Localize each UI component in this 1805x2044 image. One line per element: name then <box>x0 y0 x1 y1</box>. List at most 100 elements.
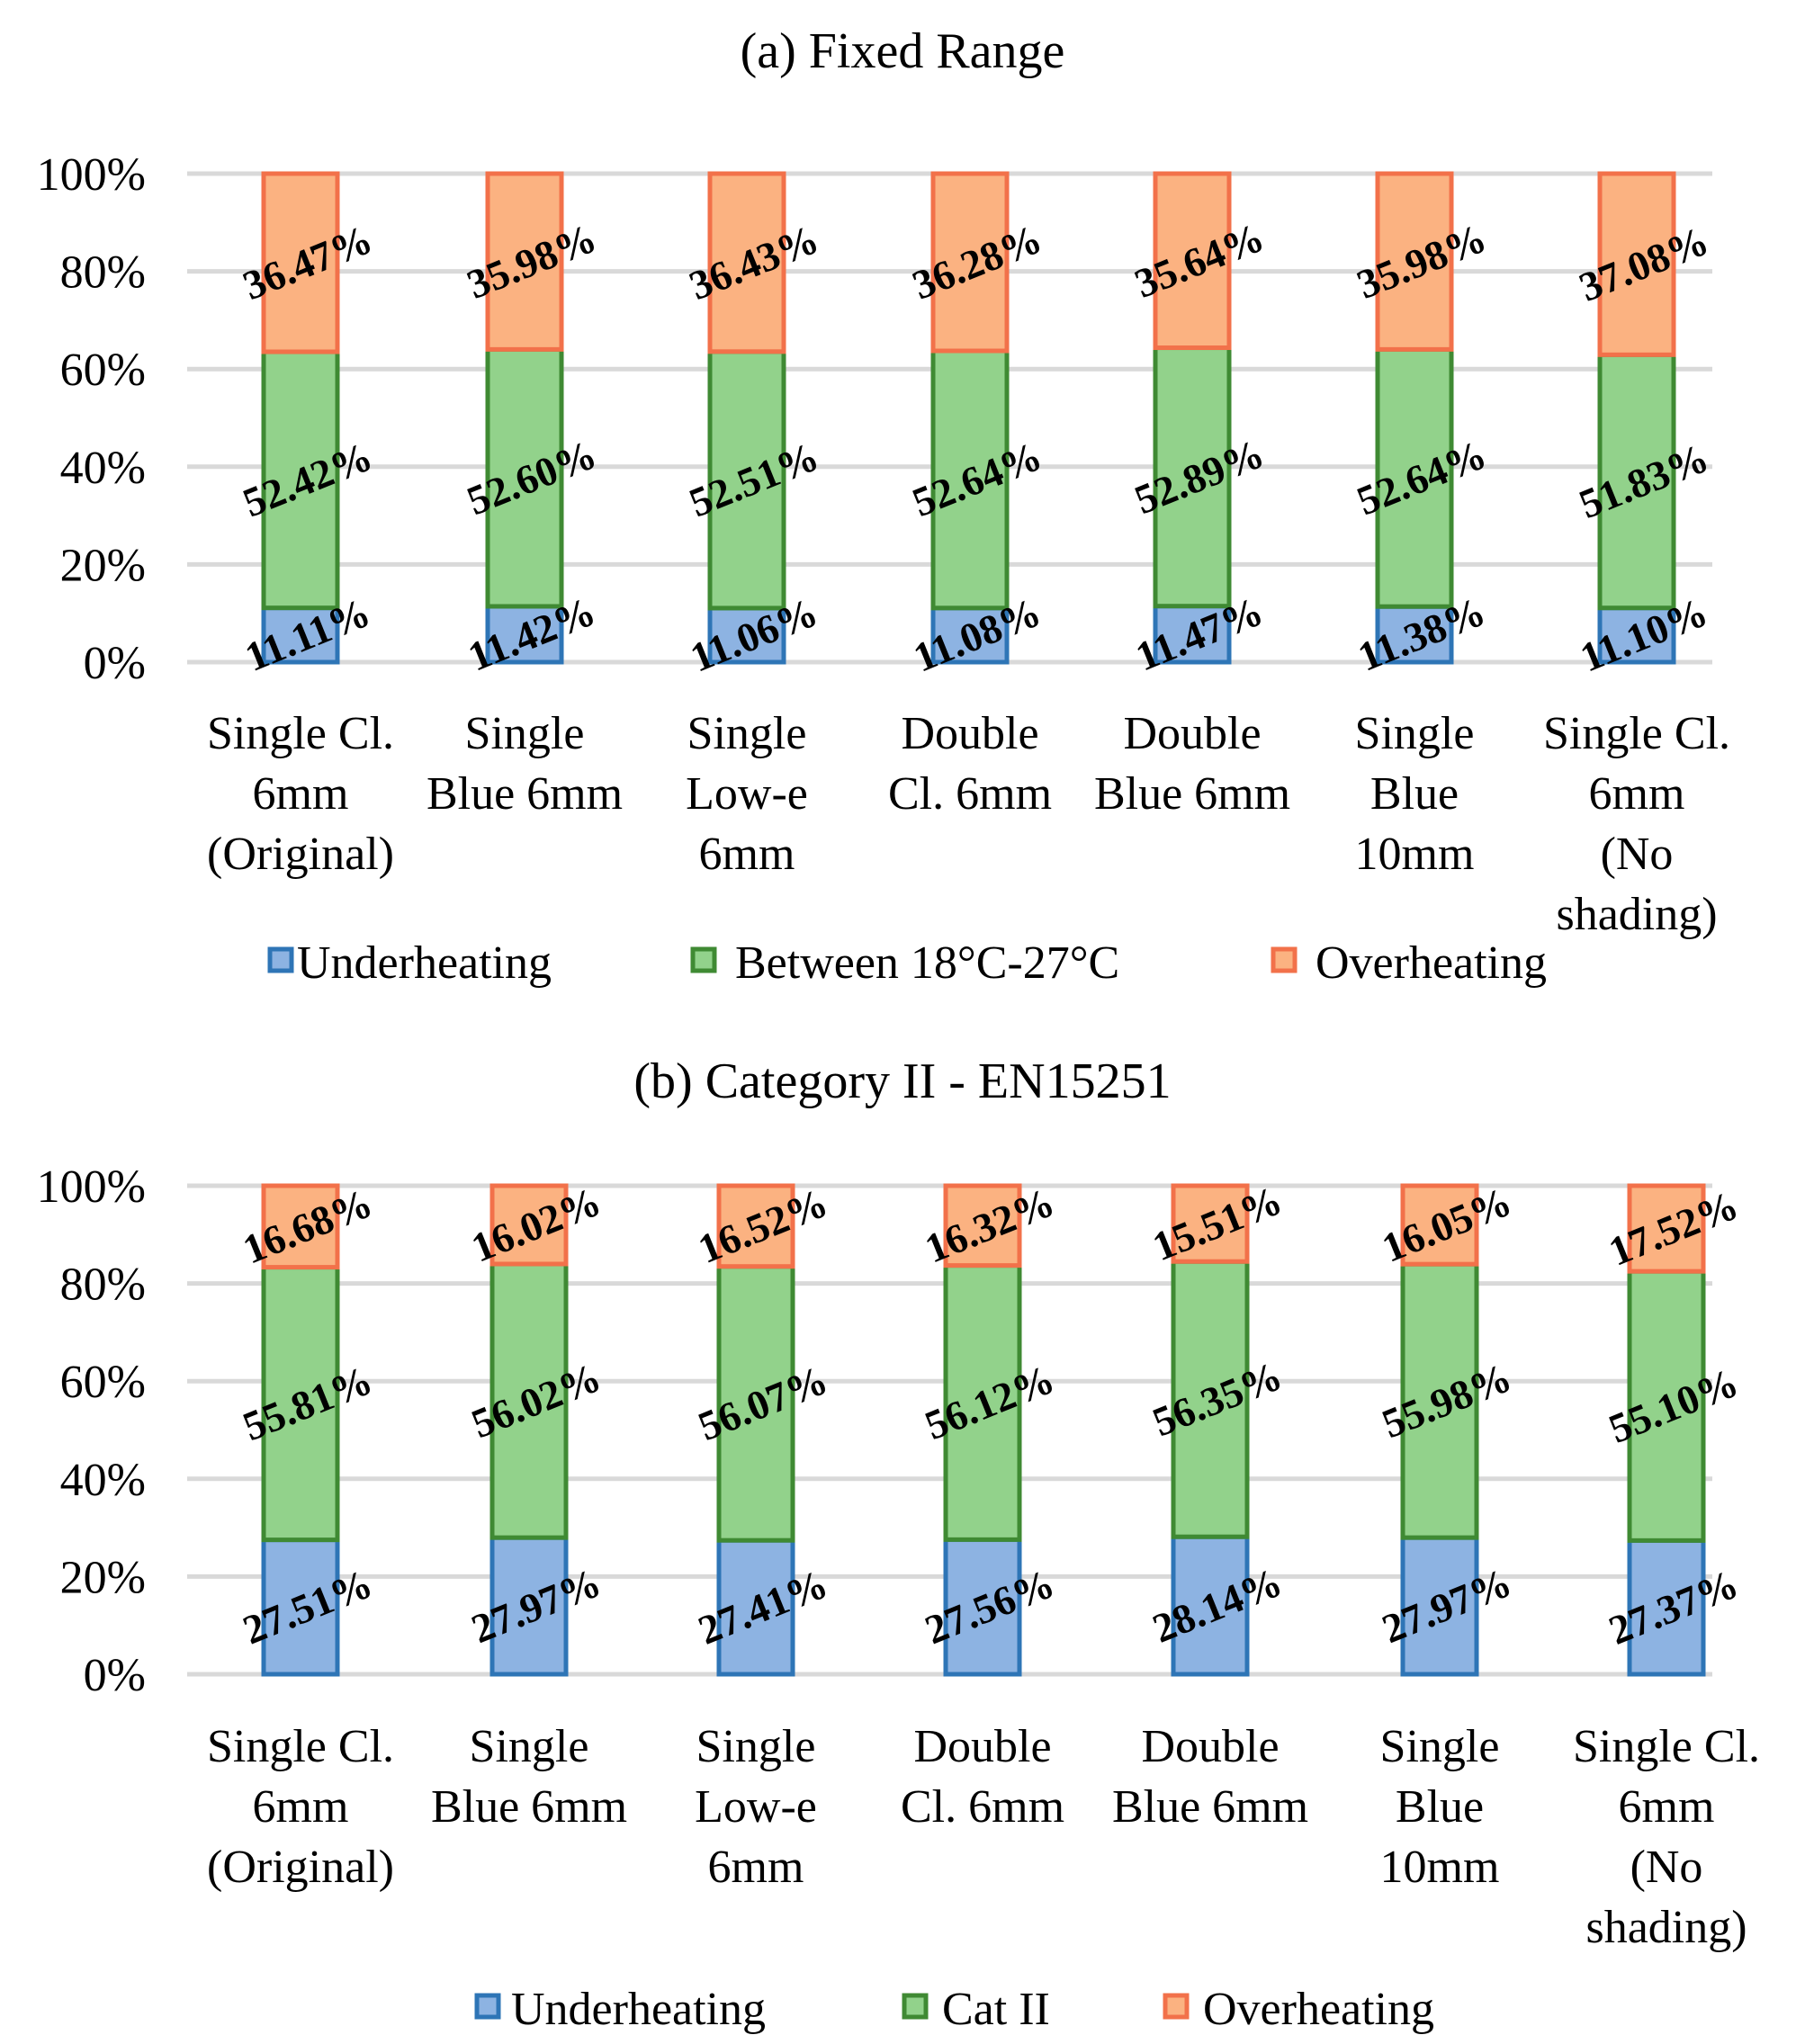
category-label: (Original) <box>207 1842 394 1893</box>
category-label: Cl. 6mm <box>901 1781 1064 1833</box>
category-label: Double <box>913 1721 1051 1772</box>
bar-segment <box>1400 1183 1479 1267</box>
category-label: Double <box>901 708 1038 759</box>
y-tick-label: 60% <box>60 1357 146 1408</box>
category-label: Single Cl. <box>207 708 394 759</box>
bar-segment <box>1171 1534 1250 1677</box>
category-label: shading) <box>1556 889 1717 940</box>
category-label: Cl. 6mm <box>888 768 1052 820</box>
bar-segment <box>1597 605 1676 665</box>
bar-segment <box>1400 1261 1479 1540</box>
category-label: Blue 6mm <box>1094 768 1290 820</box>
bar-segment <box>1400 1535 1479 1677</box>
y-tick-label: 100% <box>37 1161 146 1213</box>
category-label: (No <box>1601 829 1674 880</box>
legend-label: Overheating <box>1203 1984 1434 2035</box>
bar-segment <box>1171 1259 1250 1539</box>
bar-segment <box>261 171 340 354</box>
legend-label: Between 18°C-27°C <box>735 937 1119 989</box>
category-label: Low-e <box>695 1781 817 1833</box>
category-label: Single <box>465 708 585 759</box>
category-label: Single <box>1355 708 1475 759</box>
chart-title: (b) Category II - EN15251 <box>633 1053 1171 1109</box>
bar-segment <box>485 346 564 609</box>
bar-segment <box>261 1183 340 1270</box>
category-label: Single <box>696 1721 816 1772</box>
bar-segment <box>485 171 564 352</box>
y-tick-label: 20% <box>60 540 146 591</box>
y-tick-label: 80% <box>60 247 146 299</box>
y-tick-label: 60% <box>60 345 146 396</box>
category-label: Blue <box>1396 1781 1484 1833</box>
bar-segment <box>930 171 1010 354</box>
category-label: Single Cl. <box>207 1721 394 1772</box>
bar-segment <box>1375 171 1454 352</box>
bar-segment <box>1597 171 1676 357</box>
y-tick-label: 80% <box>60 1260 146 1311</box>
category-label: Single Cl. <box>1543 708 1730 759</box>
bar-segment <box>716 1183 795 1269</box>
y-tick-label: 40% <box>60 443 146 494</box>
bar-segment <box>1153 345 1232 609</box>
legend-swatch <box>1163 1993 1190 2020</box>
chart-1: (b) Category II - EN15251 0% 20% 40% 60% 80% 1… <box>37 1053 1760 2035</box>
legend-swatch <box>1271 946 1298 973</box>
category-label: 10mm <box>1380 1842 1500 1893</box>
legend-label: Overheating <box>1316 937 1547 989</box>
chart-title: (a) Fixed Range <box>741 23 1065 79</box>
category-label: 6mm <box>1589 768 1685 820</box>
bar-segment <box>489 1183 569 1267</box>
category-label: shading) <box>1585 1902 1747 1953</box>
category-label: Blue 6mm <box>1112 1781 1308 1833</box>
bar-segment <box>707 171 786 354</box>
category-label: 6mm <box>1619 1781 1715 1833</box>
category-label: (No <box>1630 1842 1703 1893</box>
bar-segment <box>1153 604 1232 665</box>
category-label: Single Cl. <box>1573 1721 1760 1772</box>
category-label: 6mm <box>708 1842 804 1893</box>
y-tick-label: 40% <box>60 1455 146 1506</box>
legend-swatch <box>267 946 294 973</box>
bar-segment <box>943 1537 1022 1677</box>
bar-segment <box>1153 171 1232 351</box>
y-tick-label: 0% <box>84 1650 146 1701</box>
category-label: Blue 6mm <box>431 1781 627 1833</box>
y-tick-label: 100% <box>37 149 146 201</box>
category-label: Low-e <box>686 768 808 820</box>
category-label: 6mm <box>253 1781 349 1833</box>
bar-segment <box>1171 1183 1250 1264</box>
category-label: Single <box>1380 1721 1500 1772</box>
chart-0: (a) Fixed Range0%20%40%60%80%100%11.11%5… <box>37 23 1730 989</box>
legend-label: Cat II <box>942 1984 1050 2035</box>
category-label: 6mm <box>253 768 349 820</box>
legend-label: Underheating <box>297 937 552 989</box>
bar-segment <box>930 348 1010 611</box>
legend-swatch <box>902 1993 929 2020</box>
bar-segment <box>1627 1183 1706 1274</box>
bar-segment <box>943 1183 1022 1269</box>
legend-label: Underheating <box>511 1984 766 2035</box>
bar-segment <box>489 1261 569 1540</box>
bar-segment <box>489 1535 569 1677</box>
category-label: Double <box>1141 1721 1279 1772</box>
y-tick-label: 20% <box>60 1552 146 1603</box>
bar-segment <box>261 1537 340 1677</box>
bar-segment <box>1375 604 1454 665</box>
category-label: Single <box>470 1721 589 1772</box>
legend-swatch <box>690 946 717 973</box>
category-label: Blue <box>1370 768 1459 820</box>
legend-swatch <box>474 1993 501 2020</box>
category-label: 6mm <box>699 829 795 880</box>
bar-segment <box>930 605 1010 665</box>
category-label: (Original) <box>207 829 394 880</box>
category-label: Double <box>1123 708 1261 759</box>
category-label: 10mm <box>1355 829 1475 880</box>
bar-segment <box>707 349 786 611</box>
y-tick-label: 0% <box>84 638 146 689</box>
bar-segment <box>261 349 340 611</box>
category-label: Blue 6mm <box>427 768 623 820</box>
bar-segment <box>716 1264 795 1543</box>
bar-segment <box>707 605 786 665</box>
category-label: Single <box>687 708 807 759</box>
